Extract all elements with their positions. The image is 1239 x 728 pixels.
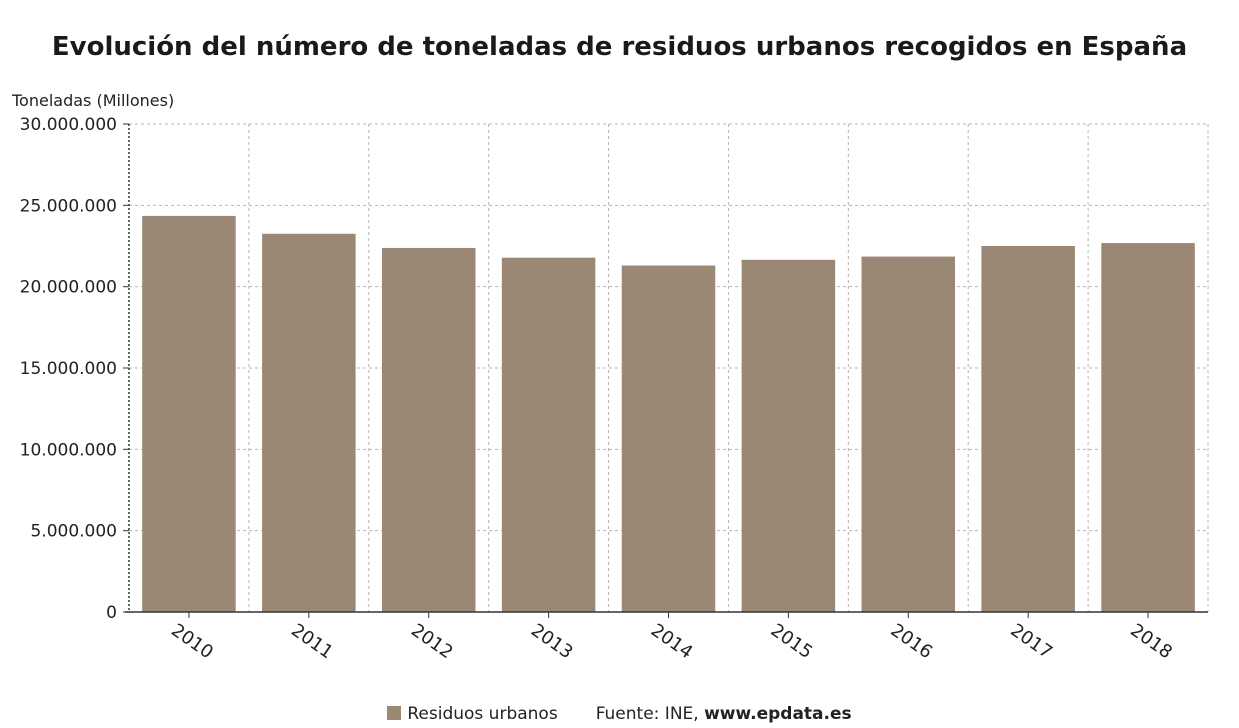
x-tick-label-2014: 2014 <box>647 620 697 663</box>
x-tick-label-2013: 2013 <box>527 620 577 663</box>
bar-2018 <box>1101 243 1195 612</box>
bar-2013 <box>501 257 596 612</box>
bars-group <box>142 215 1195 613</box>
source-site: www.epdata.es <box>704 704 852 724</box>
y-tick-label-2: 10.000.000 <box>20 440 117 460</box>
source-prefix: Fuente: INE, <box>595 704 705 724</box>
y-tick-label-0: 0 <box>106 603 117 623</box>
bar-chart: Toneladas (Millones) 0 5.000.000 10.000.00… <box>11 91 1209 663</box>
x-tick-label-2018: 2018 <box>1126 620 1176 663</box>
y-tick-label-3: 15.000.000 <box>20 359 117 379</box>
x-tick-label-2012: 2012 <box>407 620 457 663</box>
bar-2011 <box>262 233 356 613</box>
x-tick-label-2017: 2017 <box>1007 620 1057 663</box>
y-tick-labels: 0 5.000.000 10.000.000 15.000.000 20.000.000… <box>20 115 117 623</box>
bar-2014 <box>621 265 716 612</box>
bar-2010 <box>142 215 236 612</box>
axes <box>123 123 1208 618</box>
legend-label: Residuos urbanos <box>407 704 558 724</box>
bar-2017 <box>981 246 1075 612</box>
legend-swatch <box>387 706 402 720</box>
x-tick-labels: 2010 2011 2012 2013 2014 2015 2016 2017 2018 <box>167 620 1176 663</box>
y-tick-label-6: 30.000.000 <box>20 115 117 135</box>
bar-2012 <box>381 247 476 612</box>
y-axis-label: Toneladas (Millones) <box>11 91 174 110</box>
chart-title: Evolución del número de toneladas de res… <box>51 32 1188 62</box>
x-tick-label-2010: 2010 <box>167 620 217 663</box>
x-tick-label-2011: 2011 <box>287 620 337 663</box>
x-tick-label-2016: 2016 <box>887 620 937 663</box>
y-tick-label-4: 20.000.000 <box>20 278 117 298</box>
y-tick-label-5: 25.000.000 <box>20 196 117 216</box>
y-tick-label-1: 5.000.000 <box>30 522 117 542</box>
source-note: Fuente: INE, www.epdata.es <box>596 704 852 724</box>
bar-2016 <box>861 256 956 612</box>
legend: Residuos urbanos Fuente: INE, www.epdata.… <box>0 704 1239 724</box>
bar-2015 <box>741 259 836 612</box>
x-tick-label-2015: 2015 <box>767 620 817 663</box>
